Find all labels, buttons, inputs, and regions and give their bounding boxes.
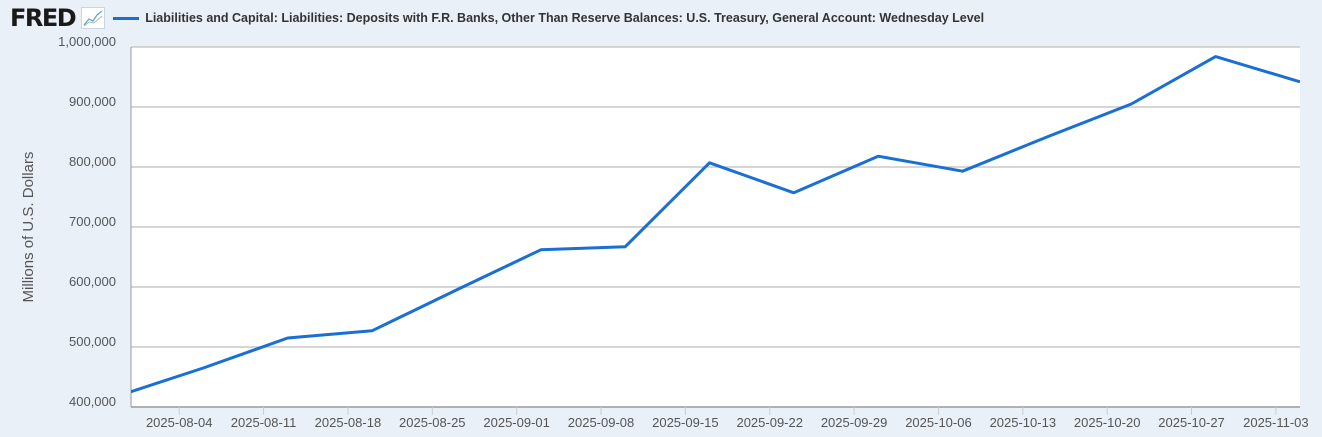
y-tick-label: 1,000,000 [58, 34, 116, 49]
y-tick-label: 700,000 [69, 214, 116, 229]
x-tick-label: 2025-09-15 [652, 415, 719, 430]
series-line [131, 55, 1300, 394]
chart-line-icon [81, 7, 106, 29]
series-title[interactable]: Liabilities and Capital: Liabilities: De… [145, 11, 985, 25]
y-tick-label: 500,000 [69, 334, 116, 349]
x-tick-label: 2025-08-25 [399, 415, 466, 430]
x-tick-label: 2025-09-01 [483, 415, 550, 430]
x-tick-label: 2025-08-04 [146, 415, 213, 430]
y-tick-label: 900,000 [69, 94, 116, 109]
x-tick-label: 2025-11-03 [1243, 415, 1309, 430]
chart-header: FRED Liabilities and Capital: Liabilitie… [10, 4, 985, 32]
x-tick-label: 2025-09-08 [568, 415, 635, 430]
fred-logo[interactable]: FRED [10, 4, 77, 32]
y-tick-label: 400,000 [69, 394, 116, 409]
y-axis-title: Millions of U.S. Dollars [20, 152, 37, 303]
x-tick-label: 2025-08-11 [231, 415, 297, 430]
x-tick-label: 2025-10-27 [1158, 415, 1225, 430]
y-tick-label: 600,000 [69, 274, 116, 289]
legend-swatch [113, 16, 140, 20]
x-tick-label: 2025-10-06 [905, 415, 972, 430]
x-tick-label: 2025-10-20 [1074, 415, 1141, 430]
x-tick-label: 2025-10-13 [990, 415, 1057, 430]
x-tick-label: 2025-09-29 [821, 415, 888, 430]
x-tick-label: 2025-09-22 [736, 415, 803, 430]
y-tick-label: 800,000 [69, 154, 116, 169]
x-tick-label: 2025-08-18 [315, 415, 382, 430]
